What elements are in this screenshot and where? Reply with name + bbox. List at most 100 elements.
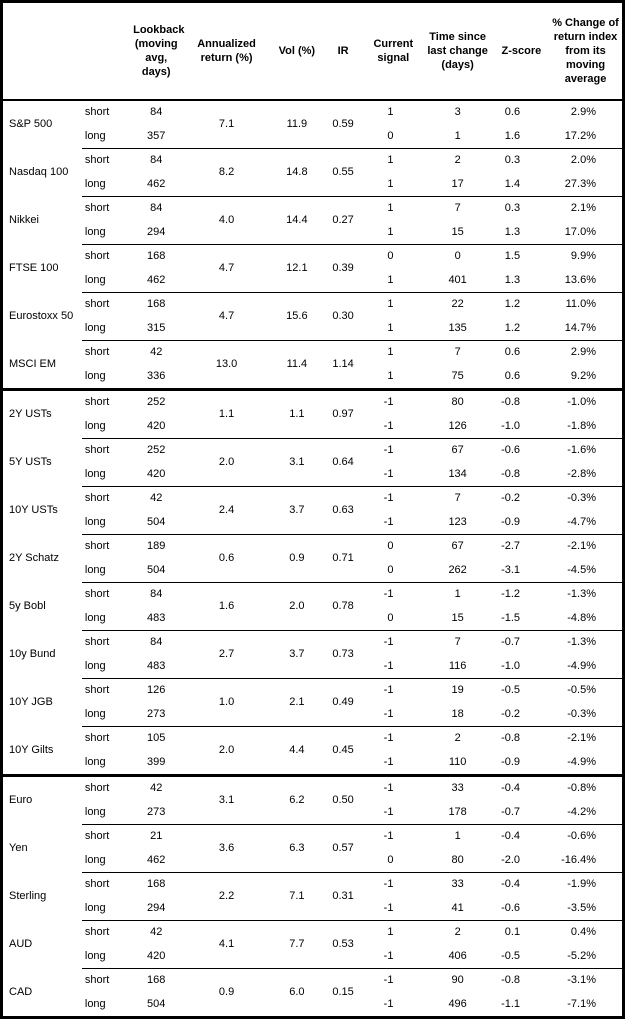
z-score-long: -2.0 [493,848,550,873]
table-row-short: 2Y USTs short 252 1.1 1.1 0.97 -1 80 -0.… [1,388,624,439]
time-since-change-short: 22 [421,292,494,317]
current-signal-long: 1 [365,220,422,245]
horizon-label-short: short [81,196,133,221]
lookback-short: 42 [132,340,181,365]
z-score-long: 1.3 [493,220,550,245]
z-score-long: 1.4 [493,172,550,197]
current-signal-long: 1 [365,268,422,293]
current-signal-long: -1 [365,944,422,969]
instrument-name: Yen [1,824,82,873]
pct-change-short: -0.6% [549,824,624,849]
header-pct-change: % Change of return index from its moving… [549,1,624,101]
horizon-label-long: long [81,172,133,197]
lookback-long: 462 [132,848,181,873]
time-since-change-long: 135 [421,316,494,341]
horizon-label-short: short [81,968,133,993]
vol: 14.4 [272,196,321,245]
time-since-change-long: 1 [421,124,494,149]
current-signal-long: 0 [365,124,422,149]
time-since-change-short: 2 [421,920,494,945]
horizon-label-short: short [81,292,133,317]
time-since-change-long: 18 [421,702,494,727]
time-since-change-short: 1 [421,824,494,849]
time-since-change-short: 7 [421,340,494,365]
time-since-change-short: 33 [421,872,494,897]
vol: 6.2 [272,774,321,825]
annualized-return: 2.0 [180,726,273,776]
horizon-label-long: long [81,654,133,679]
time-since-change-short: 2 [421,148,494,173]
current-signal-long: -1 [365,510,422,535]
time-since-change-short: 33 [421,774,494,801]
z-score-long: -1.0 [493,654,550,679]
z-score-short: 0.6 [493,340,550,365]
time-since-change-short: 67 [421,534,494,559]
pct-change-long: 13.6% [549,268,624,293]
horizon-label-long: long [81,124,133,149]
ir: 1.14 [320,340,366,390]
annualized-return: 2.4 [180,486,273,535]
table-row-short: 5Y USTs short 252 2.0 3.1 0.64 -1 67 -0.… [1,438,624,487]
horizon-label-long: long [81,268,133,293]
z-score-long: 0.6 [493,364,550,390]
header-lookback: Lookback (moving avg, days) [132,1,184,101]
vol: 11.4 [272,340,321,390]
table-row-short: S&P 500 short 84 7.1 11.9 0.59 1 3 0.6 2… [1,100,624,149]
table-row-long: long 420 -1 406 -0.5 -5.2% [2,944,624,969]
table-row-short: 10Y USTs short 42 2.4 3.7 0.63 -1 7 -0.2… [1,486,624,535]
table-row-long: long 462 0 80 -2.0 -16.4% [2,848,624,873]
header-ir: IR [320,1,366,101]
current-signal-long: 1 [365,364,422,390]
horizon-label-long: long [81,220,133,245]
vol: 12.1 [272,244,321,293]
z-score-long: -1.5 [493,606,550,631]
horizon-label-long: long [81,992,133,1018]
time-since-change-long: 75 [421,364,494,390]
lookback-long: 504 [132,510,181,535]
pct-change-long: -4.7% [549,510,624,535]
time-since-change-long: 123 [421,510,494,535]
ir: 0.55 [320,148,366,197]
pct-change-short: -2.1% [549,534,624,559]
current-signal-short: 1 [365,920,422,945]
lookback-short: 168 [132,968,181,993]
lookback-long: 420 [132,944,181,969]
horizon-label-long: long [81,462,133,487]
vol: 7.1 [272,872,321,921]
table-row-short: 10Y JGB short 126 1.0 2.1 0.49 -1 19 -0.… [1,678,624,727]
vol: 1.1 [272,388,321,439]
lookback-long: 315 [132,316,181,341]
lookback-short: 84 [132,196,181,221]
lookback-short: 189 [132,534,181,559]
time-since-change-long: 178 [421,800,494,825]
annualized-return: 3.1 [180,774,273,825]
z-score-long: -0.6 [493,896,550,921]
time-since-change-short: 1 [421,582,494,607]
z-score-short: -0.8 [493,726,550,751]
table-row-long: long 504 0 262 -3.1 -4.5% [2,558,624,583]
pct-change-long: 14.7% [549,316,624,341]
pct-change-short: 2.0% [549,148,624,173]
horizon-label-long: long [81,702,133,727]
pct-change-short: 0.4% [549,920,624,945]
table-row-short: 2Y Schatz short 189 0.6 0.9 0.71 0 67 -2… [1,534,624,583]
annualized-return: 4.0 [180,196,273,245]
pct-change-short: -0.3% [549,486,624,511]
instrument-name: 2Y Schatz [1,534,82,583]
instrument-name: MSCI EM [1,340,82,390]
instrument-name: Sterling [1,872,82,921]
ir: 0.73 [320,630,366,679]
horizon-label-short: short [81,824,133,849]
ir: 0.39 [320,244,366,293]
table-header: Lookback (moving avg, days) Annualized r… [1,1,624,101]
current-signal-long: 0 [365,606,422,631]
vol: 7.7 [272,920,321,969]
horizon-label-short: short [81,438,133,463]
annualized-return: 4.1 [180,920,273,969]
z-score-short: 0.1 [493,920,550,945]
z-score-long: -1.1 [493,992,550,1018]
current-signal-short: -1 [365,872,422,897]
z-score-short: -0.7 [493,630,550,655]
z-score-short: -0.4 [493,872,550,897]
lookback-long: 504 [132,992,181,1018]
